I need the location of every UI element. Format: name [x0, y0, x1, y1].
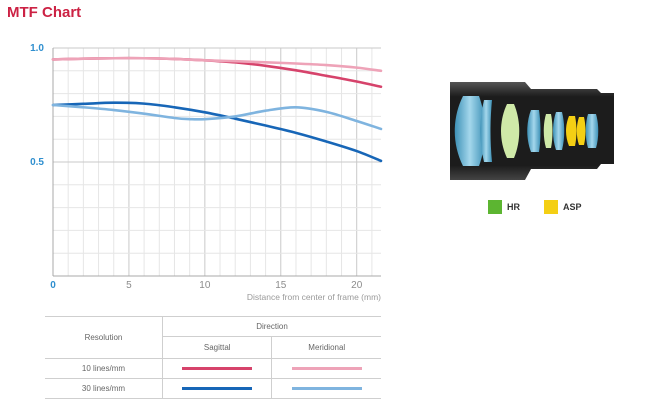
table-cell	[162, 358, 273, 379]
line-swatch	[291, 387, 362, 391]
chart-tick-labels: 0 5 10 15 20 0.5 1.0	[30, 43, 363, 291]
mtf-chart: 0 5 10 15 20 0.5 1.0 Distance from center of f…	[30, 43, 383, 302]
x-tick-label: 5	[126, 280, 132, 291]
x-tick-label: 15	[275, 280, 287, 291]
lens-element-2	[480, 100, 492, 162]
line-swatch	[291, 367, 362, 371]
legend-hr: HR	[488, 200, 520, 214]
x-tick-label: 0	[50, 280, 56, 291]
table-cell	[271, 358, 381, 379]
table-row-label: 30 lines/mm	[45, 378, 163, 399]
series-30lpmm-meridional	[51, 103, 383, 131]
legend-hr-label: HR	[507, 202, 520, 212]
x-tick-label: 20	[351, 280, 363, 291]
table-cell	[162, 378, 273, 399]
table-row: 10 lines/mm	[45, 358, 381, 379]
y-tick-label: 0.5	[30, 157, 44, 168]
legend-asp: ASP	[544, 200, 582, 214]
table-row-label: 10 lines/mm	[45, 358, 163, 379]
table-header-resolution: Resolution	[45, 316, 163, 359]
lens-element-asp-1	[566, 116, 577, 146]
table-row: 30 lines/mm	[45, 378, 381, 399]
lens-element-6	[553, 112, 565, 150]
legend-asp-label: ASP	[563, 202, 582, 212]
series-10lpmm-sagittal	[51, 56, 383, 89]
resolution-table: Resolution Direction Sagittal Meridional…	[45, 316, 381, 399]
x-axis-label: Distance from center of frame (mm)	[247, 292, 381, 302]
lens-cross-section	[450, 82, 614, 180]
chart-grid	[52, 47, 381, 276]
line-swatch	[182, 367, 253, 371]
page-title: MTF Chart	[7, 4, 82, 21]
series-10lpmm-meridional	[51, 56, 383, 73]
legend-asp-swatch	[544, 200, 558, 214]
chart-series	[51, 56, 383, 163]
line-swatch	[182, 387, 253, 391]
y-tick-label: 1.0	[30, 43, 44, 54]
lens-element-5	[543, 114, 553, 148]
lens-element-hr	[501, 104, 520, 158]
table-header-direction: Direction	[162, 316, 381, 337]
chart-axes	[52, 48, 381, 277]
legend-hr-swatch	[488, 200, 502, 214]
lens-element-front	[454, 96, 485, 166]
table-col-meridional: Meridional	[271, 336, 381, 359]
lens-element-asp-2	[576, 117, 586, 145]
table-col-sagittal: Sagittal	[162, 336, 273, 359]
lens-element-rear	[585, 114, 599, 148]
lens-element-4	[527, 110, 541, 152]
series-30lpmm-sagittal	[51, 101, 383, 163]
x-tick-label: 10	[199, 280, 211, 291]
table-cell	[271, 378, 381, 399]
